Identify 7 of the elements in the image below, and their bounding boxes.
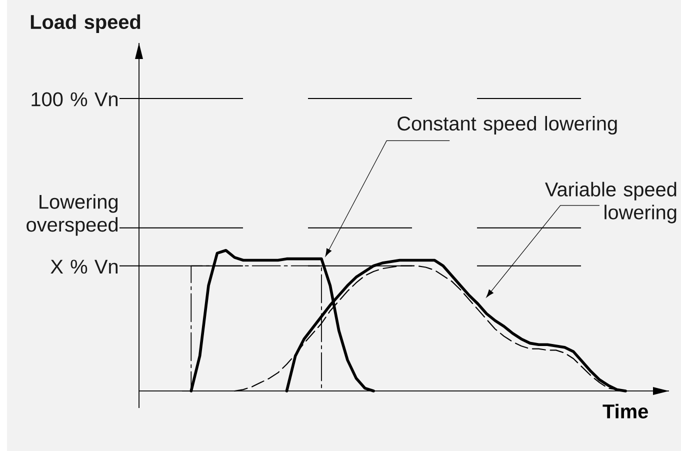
ref-line-label: Lowering overspeed bbox=[26, 194, 118, 236]
text: Load speed bbox=[30, 14, 140, 33]
text: Variable speed lowering bbox=[545, 182, 676, 224]
ref-line-label: X % Vn bbox=[50, 260, 118, 274]
ref-line-label: 100 % Vn bbox=[32, 92, 118, 106]
x-axis-title: Time bbox=[602, 404, 648, 418]
text: Constant speed lowering bbox=[398, 116, 617, 135]
